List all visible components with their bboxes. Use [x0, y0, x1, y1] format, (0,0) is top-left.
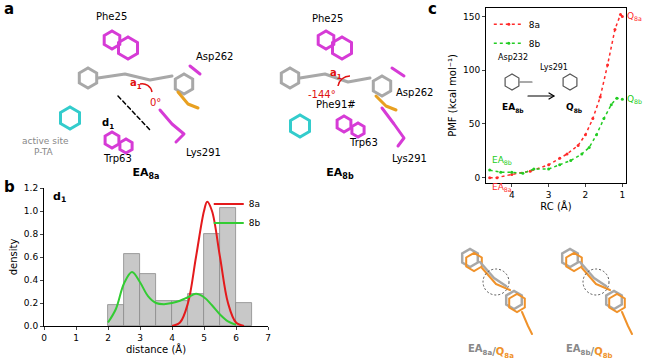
svg-text:1: 1	[73, 333, 79, 343]
svg-text:Trp63: Trp63	[103, 153, 132, 164]
svg-text:RC (Å): RC (Å)	[540, 200, 571, 212]
svg-text:Phe25: Phe25	[96, 11, 127, 22]
svg-text:Lys291: Lys291	[186, 147, 221, 158]
svg-text:Lys291: Lys291	[392, 153, 427, 164]
svg-text:active site: active site	[22, 136, 69, 146]
svg-text:Q8b: Q8b	[566, 102, 583, 114]
svg-text:1: 1	[619, 190, 625, 200]
svg-text:150: 150	[463, 12, 480, 22]
svg-text:0°: 0°	[150, 97, 161, 108]
svg-text:EA​8a​: EA​8a​	[492, 182, 512, 193]
svg-text:0.2: 0.2	[24, 298, 38, 308]
svg-text:1.2: 1.2	[24, 183, 38, 193]
svg-text:EA8a: EA8a	[133, 166, 160, 181]
svg-text:EA8a/Q8a: EA8a/Q8a	[468, 343, 514, 360]
svg-text:a1: a1	[330, 67, 342, 81]
svg-text:1.0: 1.0	[24, 206, 39, 216]
svg-text:d​1​: d​1​	[53, 190, 66, 204]
svg-text:8a: 8a	[249, 199, 260, 209]
svg-text:0.6: 0.6	[24, 252, 39, 262]
svg-text:PMF (kcal mol⁻¹): PMF (kcal mol⁻¹)	[447, 54, 458, 137]
svg-text:a: a	[4, 0, 14, 18]
svg-text:Asp262: Asp262	[196, 51, 234, 62]
svg-text:0: 0	[474, 173, 480, 183]
svg-text:4: 4	[169, 333, 175, 343]
svg-text:0.4: 0.4	[24, 275, 39, 285]
svg-text:0.0: 0.0	[24, 321, 39, 331]
svg-text:Q​8b​: Q​8b​	[627, 94, 642, 105]
svg-text:8b: 8b	[249, 218, 261, 228]
svg-text:3: 3	[137, 333, 143, 343]
svg-text:100: 100	[463, 65, 480, 75]
svg-text:5: 5	[201, 333, 207, 343]
svg-text:density: density	[8, 239, 19, 276]
svg-text:EA8b: EA8b	[502, 102, 524, 114]
svg-text:Asp262: Asp262	[396, 87, 434, 98]
svg-text:Trp63: Trp63	[349, 137, 378, 148]
svg-text:2: 2	[105, 333, 111, 343]
svg-text:3: 3	[546, 190, 552, 200]
svg-text:EA8b: EA8b	[326, 166, 354, 181]
svg-text:50: 50	[469, 119, 481, 129]
svg-text:-144°: -144°	[308, 89, 336, 100]
svg-text:4: 4	[509, 190, 515, 200]
svg-text:Phe91#: Phe91#	[316, 99, 356, 110]
svg-text:a1: a1	[130, 77, 142, 91]
svg-text:6: 6	[233, 333, 239, 343]
svg-text:7: 7	[265, 333, 271, 343]
svg-text:8a: 8a	[529, 20, 540, 30]
svg-text:Phe25: Phe25	[312, 13, 343, 24]
svg-text:0.8: 0.8	[24, 229, 39, 239]
svg-text:distance (Å): distance (Å)	[126, 343, 186, 355]
svg-text:d1: d1	[102, 117, 114, 131]
svg-text:Q​8a​: Q​8a​	[627, 11, 642, 22]
svg-text:Lys291: Lys291	[540, 63, 568, 72]
svg-text:EA8b/Q8b: EA8b/Q8b	[566, 343, 613, 360]
svg-text:2: 2	[583, 190, 589, 200]
svg-text:0: 0	[41, 333, 47, 343]
svg-text:Asp232: Asp232	[498, 53, 528, 62]
svg-text:c: c	[428, 0, 437, 18]
svg-text:P-TA: P-TA	[34, 147, 53, 157]
svg-text:EA​8b​: EA​8b​	[492, 155, 512, 166]
svg-text:8b: 8b	[529, 39, 541, 49]
svg-text:b: b	[4, 178, 15, 196]
